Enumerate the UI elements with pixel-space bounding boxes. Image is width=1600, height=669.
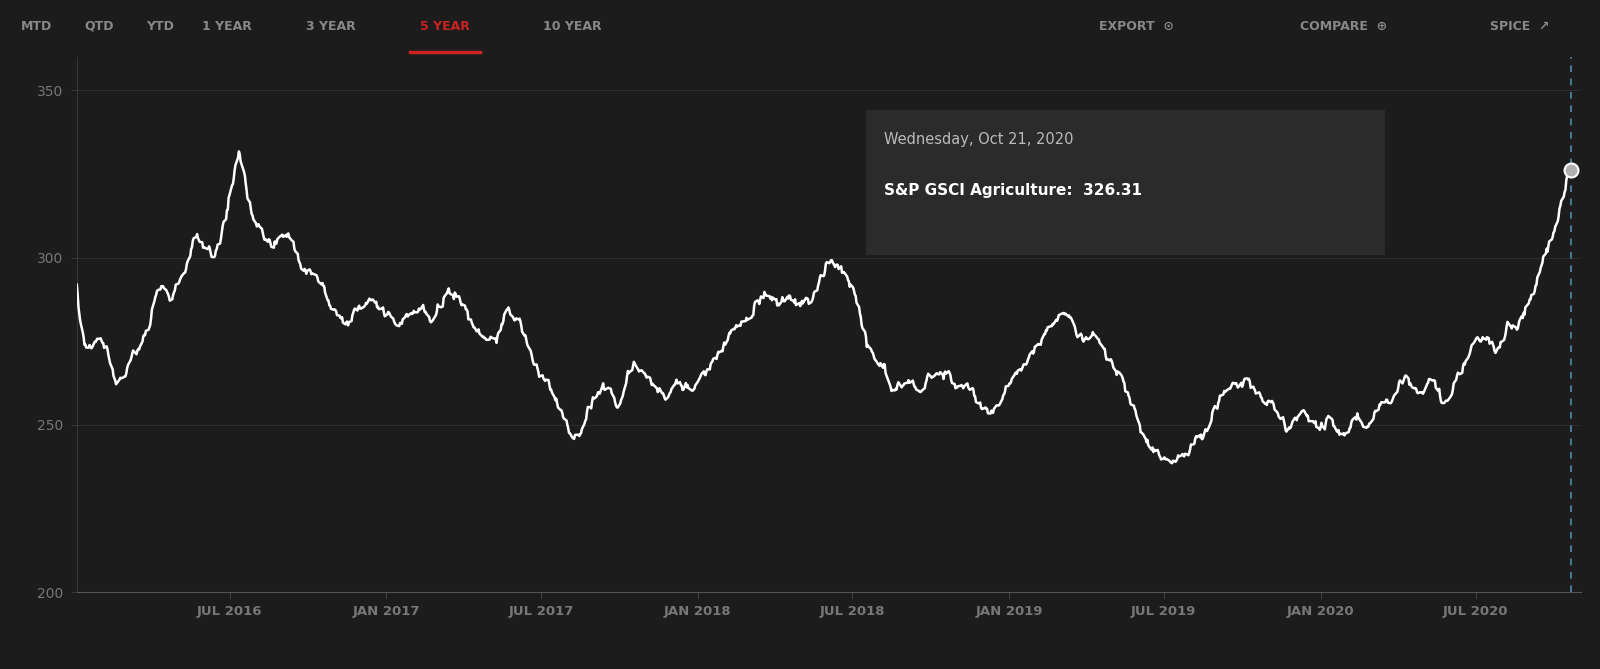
- Text: 5 YEAR: 5 YEAR: [419, 20, 470, 33]
- Text: 3 YEAR: 3 YEAR: [306, 20, 357, 33]
- Text: COMPARE  ⊕: COMPARE ⊕: [1301, 20, 1387, 33]
- Point: [1558, 164, 1584, 175]
- Text: 10 YEAR: 10 YEAR: [544, 20, 602, 33]
- Text: Wednesday, Oct 21, 2020: Wednesday, Oct 21, 2020: [885, 132, 1074, 147]
- Text: QTD: QTD: [85, 20, 114, 33]
- Text: EXPORT  ⊙: EXPORT ⊙: [1099, 20, 1173, 33]
- Text: MTD: MTD: [21, 20, 53, 33]
- FancyBboxPatch shape: [867, 110, 1386, 255]
- Text: S&P GSCI Agriculture:  326.31: S&P GSCI Agriculture: 326.31: [885, 183, 1142, 197]
- Text: 1 YEAR: 1 YEAR: [202, 20, 253, 33]
- Text: YTD: YTD: [146, 20, 174, 33]
- Text: SPICE  ↗: SPICE ↗: [1490, 20, 1550, 33]
